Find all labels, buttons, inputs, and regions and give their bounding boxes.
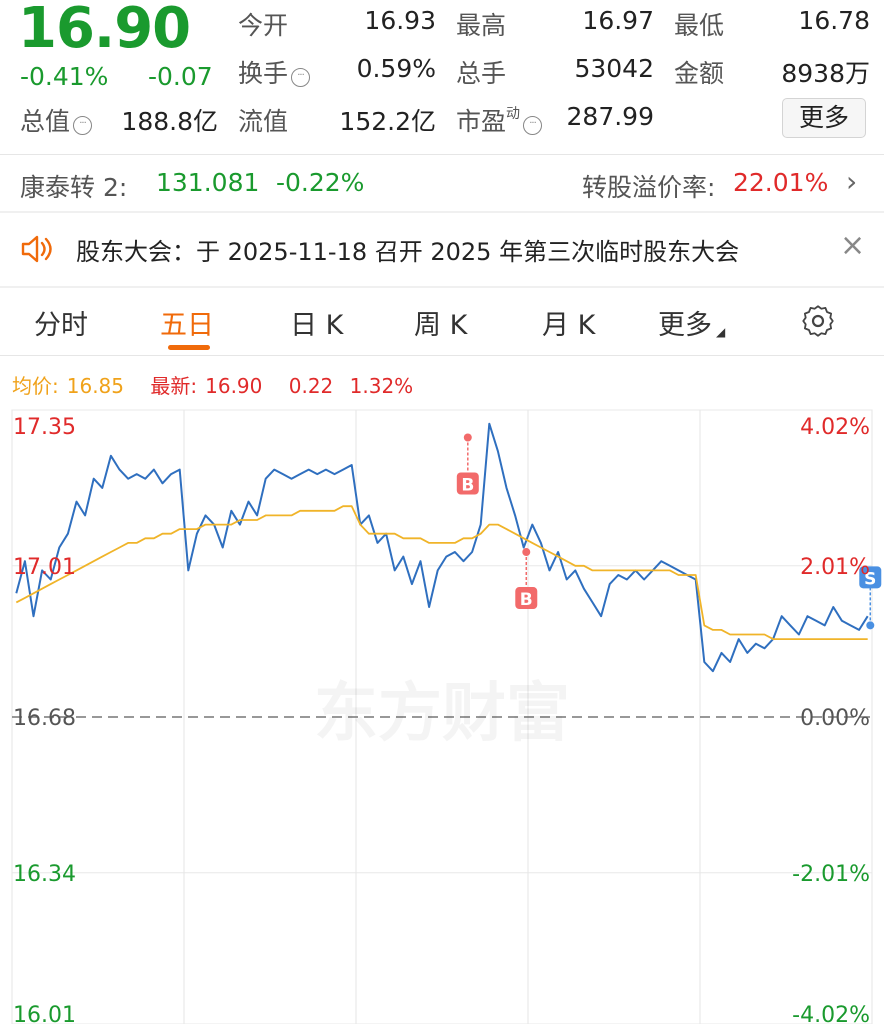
chart-grid	[11, 409, 873, 1024]
volume-label: 总手	[456, 59, 507, 88]
close-icon[interactable]: ×	[840, 228, 866, 263]
divider	[0, 355, 884, 356]
more-info-icon[interactable]: ···	[523, 116, 543, 135]
market-cap-value: 188.8亿	[121, 107, 218, 136]
chart-period-tabs: 分时 五日 日 K 周 K 月 K 更多 ◢	[0, 287, 884, 355]
float-cap-value: 152.2亿	[339, 107, 436, 136]
marker-label: B	[520, 590, 533, 610]
caret-down-icon: ◢	[716, 325, 726, 339]
bond-change: -0.22%	[276, 168, 365, 197]
market-cap-label: 总值 ···	[20, 102, 93, 138]
turnover-label-text: 换手	[238, 59, 289, 88]
premium-rate-label: 转股溢价率:	[582, 173, 716, 202]
low-value: 16.78	[798, 6, 870, 35]
bond-name: 康泰转 2:	[20, 173, 128, 202]
buy-marker: B	[515, 548, 538, 610]
pe-label-text: 市盈	[456, 107, 507, 136]
convertible-bond-row[interactable]: 康泰转 2: 131.081 -0.22% 转股溢价率: 22.01% ›	[0, 155, 884, 211]
tab-more[interactable]: 更多 ◢	[658, 303, 725, 342]
change-percent: -0.41%	[20, 62, 109, 91]
notice-text: 股东大会：于 2025-11-18 召开 2025 年第三次临时股东大会	[76, 238, 740, 266]
avg-price-legend: 均价: 16.85	[12, 374, 134, 398]
five-day-chart[interactable]: 东方财富 BBS 17.35 4.02%17.01 2.01%16.68 0.00%1…	[0, 400, 884, 1024]
high-label: 最高	[456, 11, 507, 40]
price-line	[15, 422, 869, 673]
more-info-icon[interactable]: ···	[291, 68, 311, 87]
turnover-label: 换手 ···	[238, 54, 311, 90]
marker-label: B	[461, 475, 474, 495]
y-axis-right-label: 2.01%	[800, 555, 870, 580]
y-axis-left-label: 16.34	[13, 862, 76, 887]
pe-superscript: 动	[506, 106, 521, 122]
turnover-value: 0.59%	[356, 54, 436, 83]
amount-value: 8938万	[781, 59, 870, 88]
pe-label: 市盈动···	[456, 102, 543, 138]
marker-badge	[859, 566, 882, 589]
y-axis-right-label: -2.01%	[792, 862, 870, 887]
premium-rate-value: 22.01%	[733, 168, 829, 197]
current-price: 16.90	[18, 0, 191, 61]
volume-value: 53042	[574, 54, 654, 83]
average-price-line	[15, 505, 868, 640]
marker-badge	[515, 587, 538, 610]
chevron-right-icon[interactable]: ›	[846, 165, 858, 198]
latest-price-value: 16.90	[205, 374, 263, 398]
y-axis-right-label: -4.02%	[792, 1003, 870, 1024]
open-value: 16.93	[364, 6, 436, 35]
open-label: 今开	[238, 11, 289, 40]
notice-bar[interactable]: 股东大会：于 2025-11-18 召开 2025 年第三次临时股东大会 ×	[0, 212, 884, 286]
pe-value: 287.99	[566, 102, 654, 131]
divider	[0, 154, 884, 155]
chart-axis-labels: 17.35 4.02% 17.01 2.01% 16.68 0.00% 16.34 -2.01…	[13, 415, 870, 1024]
gear-icon[interactable]	[800, 303, 836, 339]
bond-price: 131.081	[156, 168, 260, 197]
tab-five-day[interactable]: 五日	[160, 310, 214, 341]
more-button[interactable]: 更多	[782, 98, 866, 138]
tab-monthly-k[interactable]: 月 K	[542, 310, 596, 341]
latest-change-percent: 1.32%	[349, 374, 414, 398]
quote-header: 16.90 -0.41% -0.07 今开 16.93 最高 16.97 最低 …	[0, 0, 884, 152]
latest-price-label: 最新:	[150, 374, 198, 398]
buy-marker: B	[456, 433, 479, 495]
y-axis-left-label: 17.01	[13, 555, 76, 580]
watermark: 东方财富	[314, 677, 570, 751]
marker-badge	[456, 472, 479, 495]
chart-lines	[15, 422, 869, 673]
tab-weekly-k[interactable]: 周 K	[414, 310, 468, 341]
y-axis-left-label: 17.35	[13, 415, 76, 440]
tab-intraday[interactable]: 分时	[34, 310, 88, 341]
low-label: 最低	[674, 11, 725, 40]
more-info-icon[interactable]: ···	[73, 116, 93, 135]
sell-marker: S	[859, 566, 882, 630]
tab-more-label: 更多	[658, 310, 712, 341]
y-axis-right-label: 0.00%	[800, 706, 870, 731]
divider	[0, 211, 884, 213]
chart-legend: 均价: 16.85 最新: 16.90 0.22 1.32%	[12, 370, 423, 399]
y-axis-left-label: 16.01	[13, 1003, 76, 1024]
avg-price-label: 均价:	[12, 374, 59, 398]
trade-markers: B B S	[456, 433, 882, 630]
latest-change: 0.22	[288, 374, 334, 398]
divider	[0, 286, 884, 288]
market-cap-label-text: 总值	[20, 107, 71, 136]
amount-label: 金额	[674, 59, 725, 88]
tab-daily-k[interactable]: 日 K	[290, 310, 344, 341]
active-tab-indicator	[168, 345, 210, 350]
high-value: 16.97	[582, 6, 654, 35]
y-axis-right-label: 4.02%	[800, 415, 870, 440]
latest-price-legend: 最新: 16.90	[150, 374, 272, 398]
change-amount: -0.07	[148, 62, 213, 91]
speaker-icon	[21, 235, 52, 263]
marker-label: S	[864, 569, 876, 589]
avg-price-value: 16.85	[66, 374, 125, 398]
y-axis-left-label: 16.68	[13, 706, 76, 731]
float-cap-label: 流值	[238, 107, 289, 136]
